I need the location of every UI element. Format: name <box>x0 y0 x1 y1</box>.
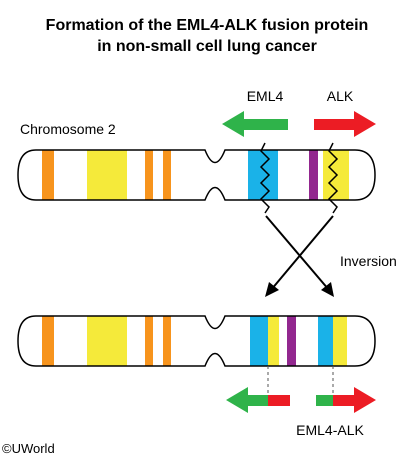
eml4-arrow-left <box>222 111 288 137</box>
copyright-text: ©UWorld <box>2 441 55 456</box>
band-orange-2 <box>145 316 153 366</box>
fusion-arrow-right <box>316 387 376 413</box>
alk-arrow-right <box>314 111 376 137</box>
band-eml4-blue <box>248 150 278 200</box>
breakpoint-eml4 <box>259 142 271 214</box>
band-orange-2 <box>145 150 153 200</box>
band-eml4-blue <box>250 316 268 366</box>
band-alk-yellow <box>268 316 279 366</box>
eml4-label: EML4 <box>247 88 284 104</box>
band-eml4-blue-2 <box>318 316 333 366</box>
band-orange-1 <box>42 150 54 200</box>
title-line-1: Formation of the EML4-ALK fusion protein <box>46 17 369 34</box>
band-yellow-1 <box>87 316 127 366</box>
band-orange-1 <box>42 316 54 366</box>
inversion-arrows <box>265 215 334 297</box>
band-yellow-1 <box>87 150 127 200</box>
band-purple <box>309 150 318 200</box>
title-line-2: in non-small cell lung cancer <box>97 38 317 55</box>
band-yellow-2 <box>333 316 347 366</box>
band-orange-3 <box>163 150 171 200</box>
chromosome-2-inverted <box>17 315 376 367</box>
chromosome-label: Chromosome 2 <box>20 121 116 137</box>
band-orange-3 <box>163 316 171 366</box>
fusion-label: EML4-ALK <box>296 422 364 438</box>
chromosome-2-normal <box>17 149 376 201</box>
fusion-arrow-left <box>226 387 290 413</box>
alk-label: ALK <box>327 88 354 104</box>
breakpoint-alk <box>327 142 339 214</box>
band-purple <box>287 316 296 366</box>
inversion-label: Inversion <box>340 253 397 269</box>
